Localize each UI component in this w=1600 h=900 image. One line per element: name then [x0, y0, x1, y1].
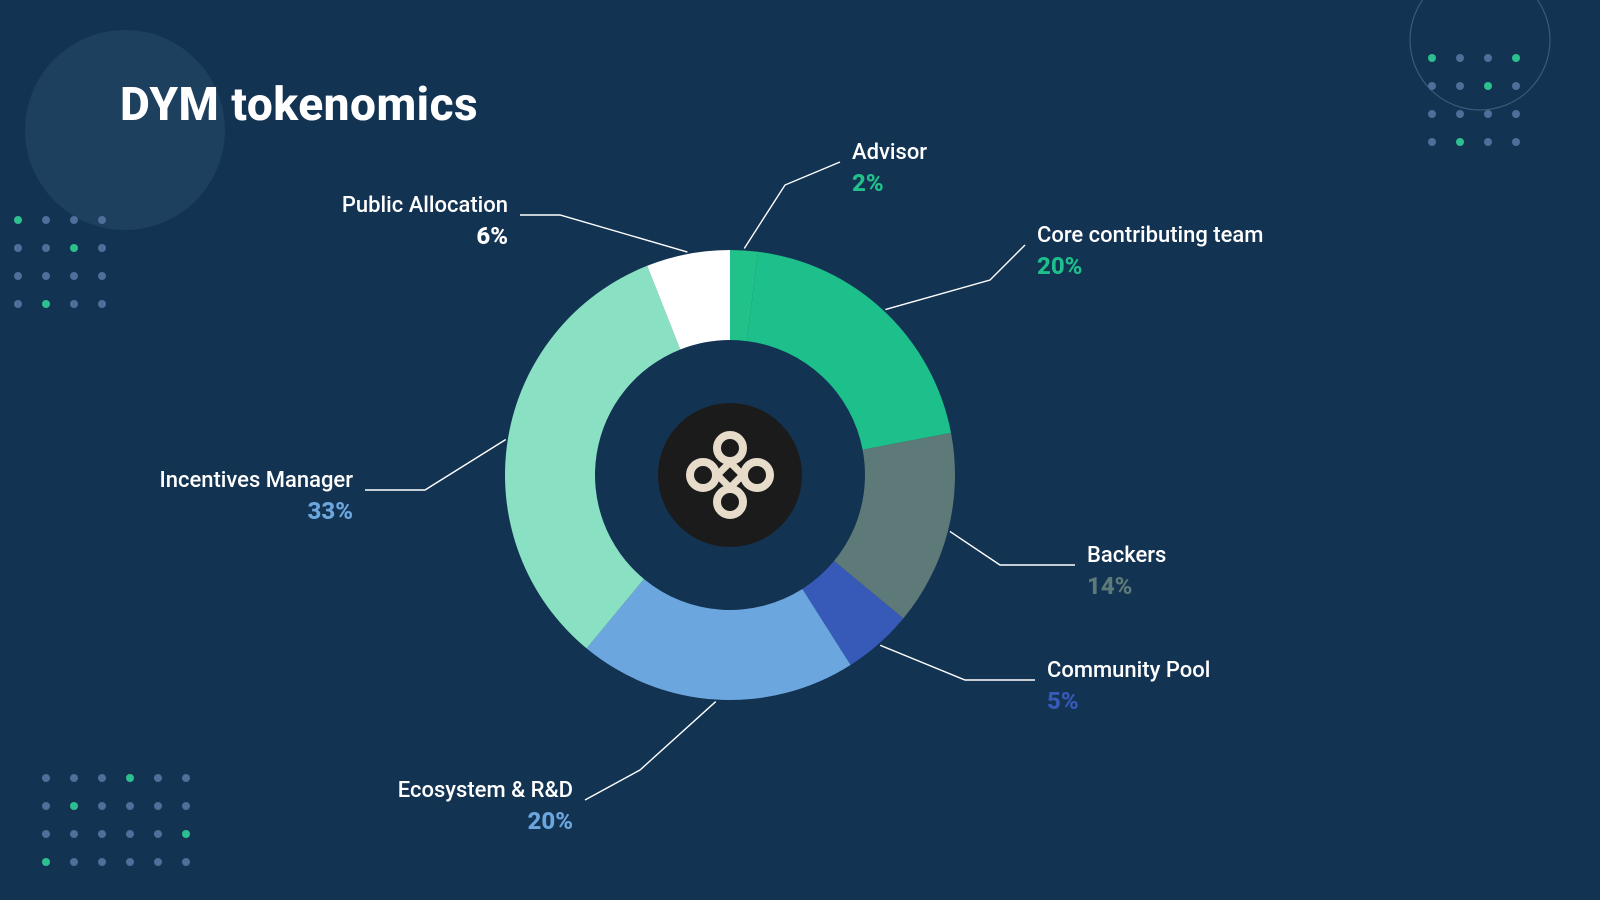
decor-dot: [98, 830, 106, 838]
decor-dot: [42, 830, 50, 838]
decor-dot: [126, 774, 134, 782]
leader-line-incentives: [365, 439, 506, 490]
decor-dot: [70, 830, 78, 838]
page-title: DYM tokenomics: [120, 78, 478, 132]
decor-dot: [98, 216, 106, 224]
callout-value: 5%: [1047, 687, 1210, 715]
decor-dot: [154, 774, 162, 782]
decor-dot: [1456, 82, 1464, 90]
decor-dot: [98, 802, 106, 810]
decor-dot: [182, 802, 190, 810]
decor-dot: [14, 216, 22, 224]
callout-label: Ecosystem & R&D: [398, 778, 573, 803]
decor-dot: [42, 244, 50, 252]
decor-dot: [1456, 138, 1464, 146]
decor-dot: [14, 272, 22, 280]
decor-dot: [1456, 54, 1464, 62]
decor-dot: [1484, 82, 1492, 90]
decor-dot: [70, 802, 78, 810]
callout-value: 33%: [159, 497, 353, 525]
decor-dot: [42, 300, 50, 308]
decor-dot: [42, 858, 50, 866]
decor-dot: [98, 272, 106, 280]
decor-dot: [182, 830, 190, 838]
decor-dot: [98, 244, 106, 252]
decor-dot: [98, 858, 106, 866]
decor-dot: [1512, 110, 1520, 118]
decor-dot: [98, 300, 106, 308]
callout-label: Community Pool: [1047, 658, 1210, 683]
decor-dot: [70, 216, 78, 224]
center-disk: [658, 403, 802, 547]
decor-dot: [154, 830, 162, 838]
decor-dot: [70, 244, 78, 252]
callout-value: 6%: [342, 222, 508, 250]
callout-ecosystem: Ecosystem & R&D 20%: [398, 778, 573, 835]
callout-core-team: Core contributing team 20%: [1037, 223, 1263, 280]
decor-dot: [1428, 82, 1436, 90]
decor-dot: [1512, 82, 1520, 90]
decor-dot: [182, 858, 190, 866]
decor-dot: [154, 858, 162, 866]
decor-dot: [1512, 54, 1520, 62]
callout-public: Public Allocation 6%: [342, 193, 508, 250]
leader-line-advisor: [744, 162, 840, 248]
decor-dot: [154, 802, 162, 810]
leader-line-backers: [950, 531, 1075, 565]
decor-dot: [42, 272, 50, 280]
decor-dot: [14, 300, 22, 308]
decor-dot: [42, 802, 50, 810]
donut-segment-core-team: [747, 252, 951, 450]
callout-value: 14%: [1087, 572, 1166, 600]
callout-value: 20%: [398, 807, 573, 835]
callout-label: Public Allocation: [342, 193, 508, 218]
callout-community: Community Pool 5%: [1047, 658, 1210, 715]
decor-dot: [126, 802, 134, 810]
decor-dot: [70, 300, 78, 308]
callout-value: 2%: [852, 169, 927, 197]
decor-dot: [42, 774, 50, 782]
leader-line-core-team: [885, 245, 1025, 310]
decor-dot: [1484, 54, 1492, 62]
leader-line-community: [880, 645, 1035, 680]
decor-dot: [1484, 138, 1492, 146]
decor-dot: [126, 830, 134, 838]
decor-dot: [70, 272, 78, 280]
decor-dot: [98, 774, 106, 782]
callout-label: Incentives Manager: [159, 468, 353, 493]
decor-dot: [70, 858, 78, 866]
decor-dot: [182, 774, 190, 782]
callout-label: Backers: [1087, 543, 1166, 568]
decor-dot: [1428, 54, 1436, 62]
callout-backers: Backers 14%: [1087, 543, 1166, 600]
leader-line-ecosystem: [585, 702, 716, 800]
decor-dot: [42, 216, 50, 224]
callout-value: 20%: [1037, 252, 1263, 280]
callout-label: Advisor: [852, 140, 927, 165]
decor-dot: [1512, 138, 1520, 146]
leader-line-public: [520, 215, 687, 252]
decor-dot: [70, 774, 78, 782]
decor-dot: [1484, 110, 1492, 118]
decor-dot: [1428, 138, 1436, 146]
decor-dot: [126, 858, 134, 866]
callout-incentives: Incentives Manager 33%: [159, 468, 353, 525]
callout-advisor: Advisor 2%: [852, 140, 927, 197]
callout-label: Core contributing team: [1037, 223, 1263, 248]
decor-dot: [1428, 110, 1436, 118]
decor-dot: [1456, 110, 1464, 118]
decor-dot: [14, 244, 22, 252]
